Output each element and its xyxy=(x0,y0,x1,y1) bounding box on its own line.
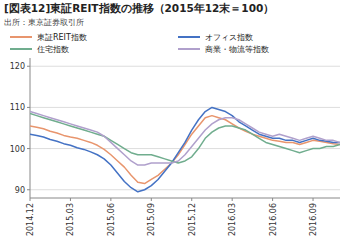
grid-line xyxy=(30,189,340,190)
subtitle: 出所：東京証券取引所 xyxy=(4,18,84,27)
legend: 東証REIT指数 オフィス指数住宅指数 商業・物流等指数 xyxy=(10,33,269,54)
y-tick-label: 90 xyxy=(15,186,25,195)
series-line xyxy=(30,107,340,191)
x-tick xyxy=(110,198,111,201)
legend-swatch xyxy=(10,36,32,38)
x-tick-label: 2014.12 xyxy=(26,203,35,236)
legend-label: 商業・物流等指数 xyxy=(205,45,269,54)
legend-swatch xyxy=(178,36,200,38)
x-axis: 2014.12 2015.03 2015.06 2015.09 2015.12 2016.… xyxy=(26,198,340,236)
x-tick xyxy=(191,198,192,201)
x-tick xyxy=(232,198,233,201)
x-tick xyxy=(313,198,314,201)
y-axis-line xyxy=(30,58,31,198)
legend-swatch xyxy=(10,48,32,50)
x-tick-label: 2016.06 xyxy=(269,203,278,236)
y-tick-label: 110 xyxy=(10,103,25,112)
grid-line xyxy=(30,66,340,67)
x-tick-label: 2016.03 xyxy=(228,203,237,236)
x-tick xyxy=(70,198,71,201)
x-tick-label: 2015.06 xyxy=(107,203,116,236)
x-tick-label: 2016.09 xyxy=(309,203,318,236)
title: [図表12]東証REIT指数の推移（2015年12末＝100） xyxy=(4,2,274,15)
legend-label: 東証REIT指数 xyxy=(37,33,87,42)
grid-line xyxy=(30,107,340,108)
grid xyxy=(30,66,340,190)
chart: [図表12]東証REIT指数の推移（2015年12末＝100） 出所：東京証券取引… xyxy=(0,0,349,245)
legend-swatch xyxy=(178,48,200,50)
y-axis: 90 100 110 120 xyxy=(10,58,30,198)
y-tick-label: 100 xyxy=(10,145,25,154)
x-tick-label: 2015.12 xyxy=(188,203,197,236)
x-tick-label: 2015.09 xyxy=(147,203,156,236)
x-tick xyxy=(30,198,31,201)
y-tick-label: 120 xyxy=(10,62,25,71)
legend-label: オフィス指数 xyxy=(205,33,253,42)
x-tick xyxy=(272,198,273,201)
x-tick xyxy=(151,198,152,201)
lines xyxy=(30,107,340,191)
x-tick-label: 2015.03 xyxy=(66,203,75,236)
x-axis-line xyxy=(30,198,340,199)
series-line xyxy=(30,112,340,166)
legend-label: 住宅指数 xyxy=(37,45,69,54)
